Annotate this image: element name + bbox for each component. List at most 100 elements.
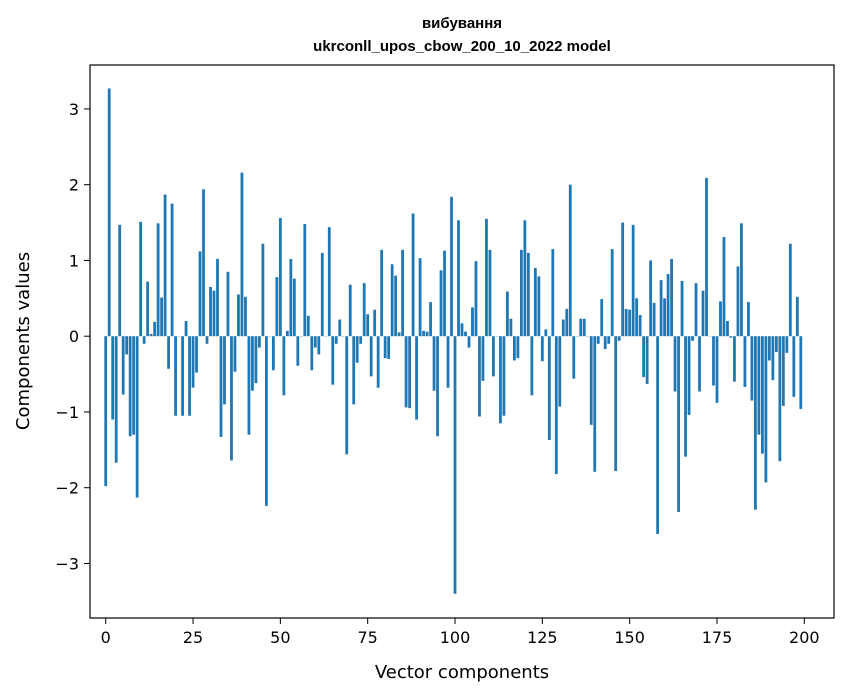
bar-194 (781, 336, 785, 406)
bar-5 (121, 336, 125, 395)
bar-103 (464, 331, 467, 337)
y-axis-ticks: −3 −2 −1 0 1 2 3 (55, 100, 90, 573)
bar-107 (478, 336, 481, 417)
bar-83 (394, 275, 398, 337)
bar-43 (254, 336, 258, 384)
x-axis-label: Vector components (375, 662, 549, 683)
bar-31 (212, 290, 216, 337)
bar-94 (432, 336, 436, 391)
bar-67 (338, 319, 342, 337)
bar-35 (226, 271, 230, 337)
bar-2 (111, 336, 115, 420)
chart-title-line-1: вибування (422, 15, 502, 32)
bar-24 (188, 336, 191, 416)
bar-52 (285, 330, 289, 337)
bar-88 (411, 213, 415, 337)
bar-114 (502, 336, 506, 416)
x-tick-label-50: 50 (270, 628, 290, 647)
bar-11 (142, 336, 146, 344)
bar-115 (506, 291, 509, 337)
bar-44 (258, 336, 261, 348)
bar-153 (638, 314, 642, 337)
bar-181 (736, 266, 740, 337)
bar-22 (181, 336, 184, 416)
bar-3 (114, 336, 118, 463)
bar-10 (139, 221, 143, 337)
bar-172 (705, 177, 708, 337)
bar-102 (460, 323, 464, 337)
bar-1 (107, 88, 111, 337)
bar-198 (795, 296, 799, 337)
bar-122 (530, 336, 534, 396)
bar-123 (533, 268, 537, 337)
bar-58 (306, 315, 310, 337)
bar-187 (757, 336, 761, 435)
x-tick-label-200: 200 (789, 628, 820, 647)
bar-171 (701, 290, 705, 337)
bar-87 (408, 336, 411, 409)
bar-90 (418, 258, 422, 337)
bar-0 (104, 336, 108, 487)
bar-86 (404, 336, 408, 408)
bar-95 (436, 336, 439, 437)
bar-149 (624, 308, 628, 337)
bar-30 (209, 286, 212, 337)
bar-33 (219, 336, 223, 437)
bar-73 (359, 336, 363, 344)
bar-25 (191, 336, 195, 388)
bar-195 (785, 336, 789, 353)
bar-23 (184, 321, 188, 337)
bar-121 (526, 252, 530, 337)
bar-184 (747, 302, 750, 337)
bar-170 (698, 336, 701, 392)
bar-61 (317, 336, 321, 355)
bar-192 (774, 336, 778, 353)
bar-80 (383, 336, 387, 359)
bars-group (104, 88, 803, 594)
bar-128 (551, 249, 555, 337)
x-tick-label-150: 150 (614, 628, 645, 647)
bar-133 (568, 184, 572, 337)
bar-36 (230, 336, 233, 461)
bar-147 (617, 336, 621, 341)
bar-117 (513, 336, 516, 361)
bar-57 (303, 224, 307, 337)
bar-81 (387, 336, 391, 359)
bar-91 (422, 330, 425, 337)
bar-46 (265, 336, 268, 506)
bar-100 (453, 336, 457, 594)
bar-9 (135, 336, 139, 498)
bar-193 (778, 336, 782, 462)
bar-27 (198, 251, 202, 337)
bar-109 (485, 218, 488, 337)
bar-118 (516, 336, 520, 359)
bar-157 (652, 302, 656, 337)
bar-151 (631, 224, 635, 337)
bar-104 (467, 336, 471, 348)
bar-50 (278, 218, 282, 337)
bar-160 (663, 298, 666, 337)
bar-64 (327, 227, 331, 337)
bar-197 (792, 336, 796, 397)
bar-167 (687, 336, 691, 415)
bar-89 (415, 336, 418, 420)
bar-159 (659, 280, 663, 337)
bar-70 (348, 284, 352, 337)
bar-7 (128, 336, 132, 437)
bar-6 (125, 336, 129, 355)
bar-180 (733, 336, 736, 382)
bar-69 (345, 336, 349, 455)
bar-136 (579, 318, 583, 337)
bar-143 (603, 336, 607, 350)
bar-129 (554, 336, 558, 475)
bar-166 (684, 336, 687, 457)
bar-178 (726, 321, 729, 337)
bar-132 (565, 308, 569, 337)
bar-53 (289, 258, 293, 337)
bar-126 (544, 329, 548, 337)
bar-144 (607, 336, 611, 344)
bar-141 (596, 336, 600, 344)
bar-71 (352, 336, 356, 405)
bar-139 (589, 336, 593, 425)
